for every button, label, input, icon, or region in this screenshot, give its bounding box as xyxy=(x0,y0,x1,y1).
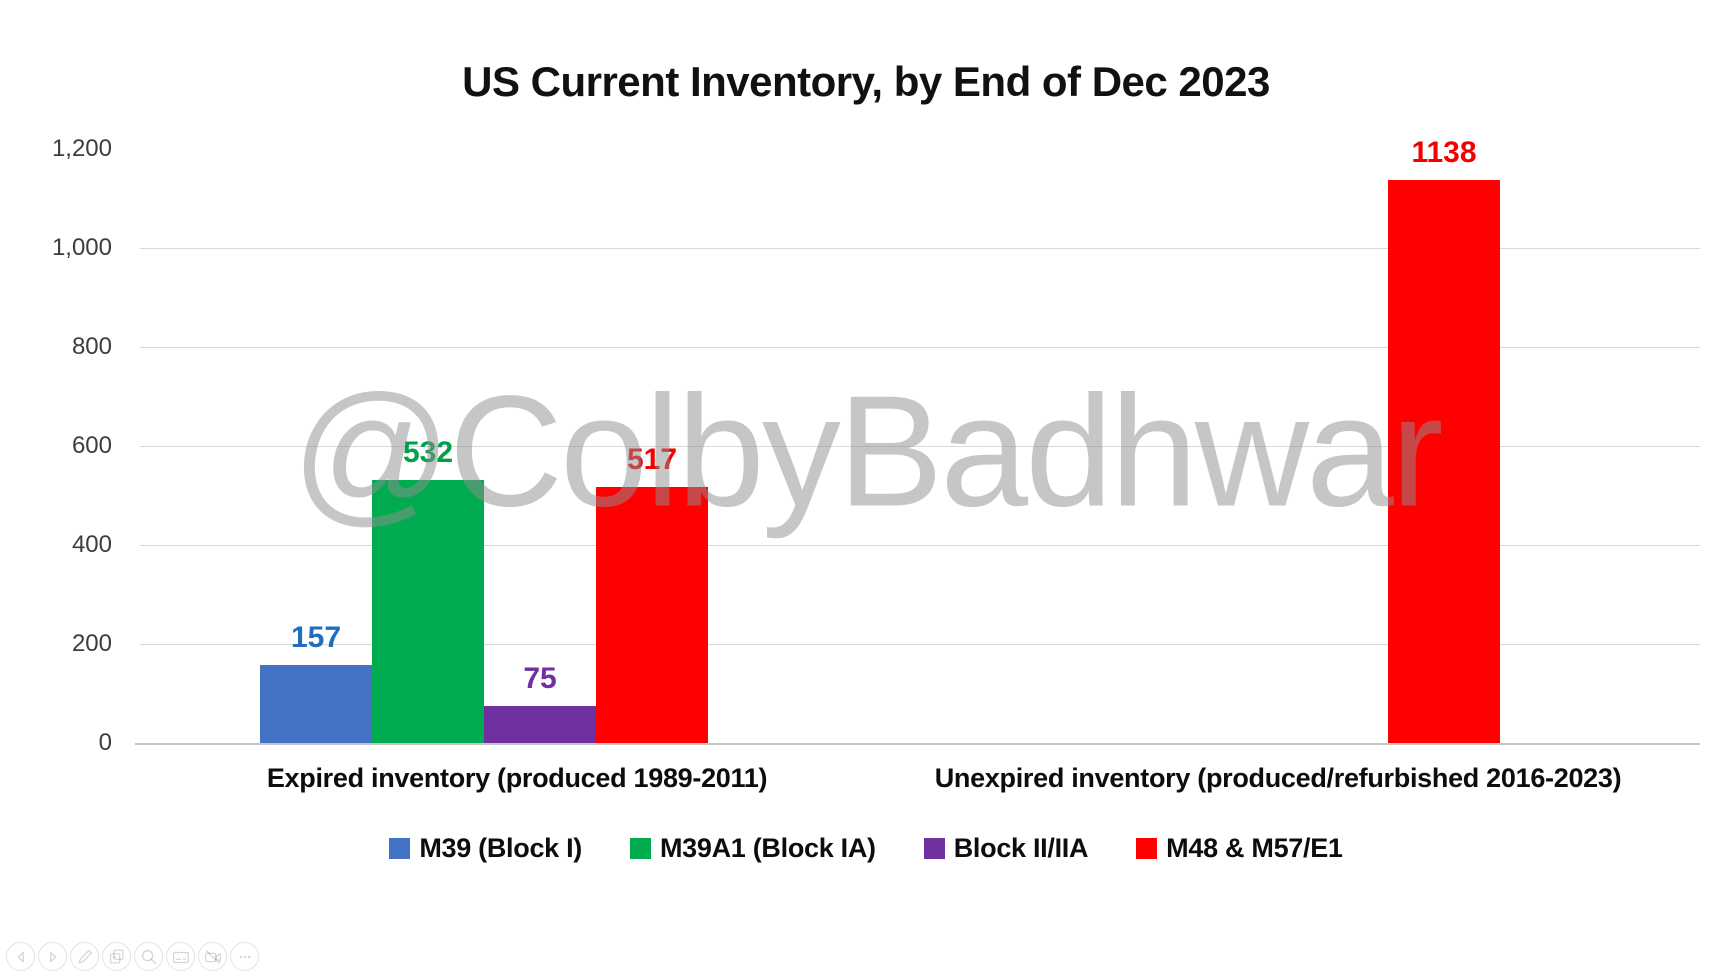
legend-label: M39A1 (Block IA) xyxy=(659,833,876,863)
more-options-icon xyxy=(239,955,250,958)
legend-swatch-icon xyxy=(629,838,651,859)
previous-arrow-icon xyxy=(17,951,24,962)
legend-item: M39A1 (Block IA) xyxy=(629,833,876,864)
previous-arrow-button[interactable] xyxy=(6,942,35,971)
card-icon xyxy=(172,951,189,963)
data-label: 75 xyxy=(523,661,557,695)
video-off-button[interactable] xyxy=(198,942,227,971)
gridline-400 xyxy=(140,545,1700,546)
pencil-button[interactable] xyxy=(70,942,99,971)
y-axis-tick-label: 400 xyxy=(71,531,112,558)
chart-title: US Current Inventory, by End of Dec 2023 xyxy=(462,58,1270,105)
legend-item: M48 & M57/E1 xyxy=(1136,833,1343,864)
legend-label: M48 & M57/E1 xyxy=(1166,833,1343,863)
x-axis-line xyxy=(135,743,1700,745)
legend-item: M39 (Block I) xyxy=(389,833,582,864)
bar-m39a1-block-ia--cat1 xyxy=(372,479,484,743)
copy-icon xyxy=(109,949,124,964)
gridline-1000 xyxy=(140,248,1700,249)
data-label: 157 xyxy=(290,621,342,655)
y-axis-tick-label: 800 xyxy=(71,333,112,360)
legend-item: Block II/IIA xyxy=(923,833,1089,864)
legend-swatch-icon xyxy=(1136,838,1158,859)
y-axis-tick-label: 200 xyxy=(71,630,112,657)
legend-swatch-icon xyxy=(389,838,411,859)
y-axis-tick-label: 0 xyxy=(98,729,112,756)
category-label-2: Unexpired inventory (produced/refurbishe… xyxy=(934,763,1622,793)
gridline-800 xyxy=(140,347,1700,348)
legend-label: Block II/IIA xyxy=(953,833,1089,863)
next-arrow-icon xyxy=(49,951,56,962)
gridline-200 xyxy=(140,644,1700,645)
video-off-icon xyxy=(204,949,221,964)
card-button[interactable] xyxy=(166,942,195,971)
data-label: 532 xyxy=(402,435,454,469)
bar-m48-m57-e1-cat2 xyxy=(1388,179,1500,743)
more-options-button[interactable] xyxy=(230,942,259,971)
bar-m48-m57-e1-cat1 xyxy=(596,487,708,743)
bar-m39-block-i--cat1 xyxy=(260,665,372,743)
data-label: 517 xyxy=(626,443,678,477)
category-label-1: Expired inventory (produced 1989-2011) xyxy=(266,763,768,793)
y-axis-tick-label: 1,200 xyxy=(51,135,112,162)
pencil-icon xyxy=(77,949,92,964)
data-label: 1138 xyxy=(1411,135,1477,169)
zoom-button[interactable] xyxy=(134,942,163,971)
y-axis-tick-label: 600 xyxy=(71,432,112,459)
gridline-600 xyxy=(140,446,1700,447)
copy-button[interactable] xyxy=(102,942,131,971)
y-axis-tick-label: 1,000 xyxy=(51,234,112,261)
legend: M39 (Block I) M39A1 (Block IA) Block II/II… xyxy=(0,833,1732,864)
bar-block-ii-iia-cat1 xyxy=(484,705,596,743)
legend-swatch-icon xyxy=(923,838,945,859)
legend-label: M39 (Block I) xyxy=(419,833,582,863)
zoom-icon xyxy=(141,949,156,964)
next-arrow-button[interactable] xyxy=(38,942,67,971)
viewer-toolbar xyxy=(6,942,259,971)
